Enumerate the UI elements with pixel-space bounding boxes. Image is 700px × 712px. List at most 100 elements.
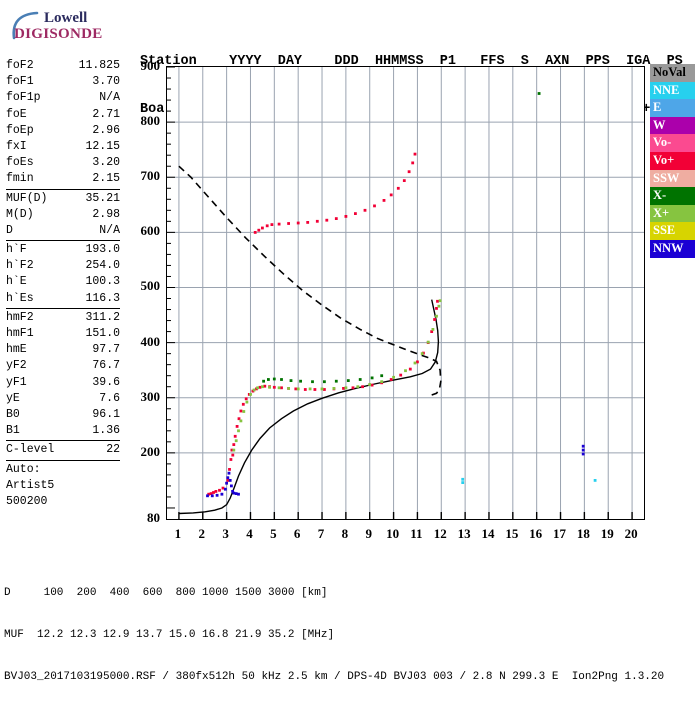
x-tick-15: 15: [505, 526, 519, 541]
x-tick-3: 3: [222, 526, 229, 541]
param-row-foEs: foEs 3.20: [4, 155, 122, 171]
series-3: [253, 152, 417, 234]
legend-item-x[interactable]: X+: [650, 204, 695, 223]
param-key: B1: [6, 424, 20, 438]
param-row-foF1: foF1 3.70: [4, 74, 122, 90]
param-row-hmE: hmE 97.7: [4, 342, 122, 358]
param-value: 1.36: [92, 424, 120, 438]
param-note-text: Artist5: [6, 478, 55, 492]
legend-item-vo[interactable]: Vo+: [650, 151, 695, 170]
series-2: [262, 374, 384, 384]
legend-item-vo[interactable]: Vo-: [650, 134, 695, 152]
y-tick-700: 700: [140, 168, 161, 184]
logo-lowell-text: Lowell: [44, 10, 88, 26]
legend-item-ssw[interactable]: SSW: [650, 169, 695, 188]
x-tick-5: 5: [270, 526, 277, 541]
ionogram-plot[interactable]: [166, 66, 645, 520]
param-value: 11.825: [78, 59, 120, 72]
x-tick-1: 1: [174, 526, 182, 541]
param-row-hmF1: hmF1 151.0: [4, 326, 122, 342]
param-row-foF1p: foF1p N/A: [4, 90, 122, 106]
param-key: foF1p: [6, 91, 41, 105]
y-tick-800: 800: [140, 113, 161, 129]
legend-item-w[interactable]: W: [650, 116, 695, 135]
param-row-yF2: yF2 76.7: [4, 358, 122, 374]
param-row-B1: B1 1.36: [4, 423, 122, 439]
legend-item-nne[interactable]: NNE: [650, 81, 695, 100]
param-row-hmF2: hmF2 311.2: [4, 310, 122, 326]
ionogram-canvas[interactable]: [167, 67, 644, 519]
param-key: foEs: [6, 156, 34, 170]
x-tick-9: 9: [365, 526, 372, 541]
x-tick-16: 16: [529, 526, 543, 541]
legend-item-noval[interactable]: NoVal: [650, 64, 695, 82]
param-divider-1: [6, 188, 120, 190]
param-row-hE: h`E 100.3: [4, 274, 122, 290]
legend-item-sse[interactable]: SSE: [650, 222, 695, 240]
param-value: 2.15: [92, 172, 120, 186]
param-value: N/A: [99, 223, 120, 237]
param-row-yE: yE 7.6: [4, 391, 122, 407]
param-note-text: Auto:: [6, 462, 41, 476]
series-7: [461, 477, 597, 484]
footer-info: D 100 200 400 600 800 1000 1500 3000 [km…: [4, 558, 664, 712]
header-labels-row: Station YYYY DAY DDD HHMMSS P1 FFS S AXN…: [140, 54, 683, 69]
series-1: [232, 299, 442, 452]
param-key: foF1: [6, 75, 34, 89]
param-row-yF1: yF1 39.6: [4, 375, 122, 391]
x-tick-6: 6: [293, 526, 301, 541]
param-key: yE: [6, 391, 20, 405]
series-6: [581, 444, 585, 456]
param-key: h`F: [6, 243, 27, 257]
x-tick-8: 8: [341, 526, 349, 541]
param-key: B0: [6, 407, 20, 421]
param-key: hmF2: [6, 310, 34, 324]
param-note-2: 500200: [4, 494, 122, 510]
y-tick-600: 600: [140, 223, 161, 239]
param-row-foE: foE 2.71: [4, 107, 122, 123]
param-key: foEp: [6, 123, 34, 137]
param-value: 97.7: [92, 343, 120, 357]
param-row-MD: M(D) 2.98: [4, 207, 122, 223]
grid-lines: [167, 67, 644, 519]
legend-item-nnw[interactable]: NNW: [650, 239, 695, 258]
footer-file-row: BVJ03_2017103195000.RSF / 380fx512h 50 k…: [4, 671, 665, 683]
x-tick-11: 11: [410, 526, 423, 541]
x-tick-7: 7: [317, 526, 325, 541]
param-note-1: Artist5: [4, 478, 122, 494]
y-tick-300: 300: [140, 388, 161, 404]
param-value: 2.98: [92, 207, 120, 221]
param-value: 3.70: [92, 75, 120, 89]
param-value: 35.21: [85, 191, 120, 205]
swoosh-arc-icon: [12, 11, 39, 40]
param-row-B0: B0 96.1: [4, 407, 122, 423]
param-row-fmin: fmin 2.15: [4, 171, 122, 187]
profile-dashed: [178, 165, 442, 396]
x-tick-10: 10: [386, 526, 400, 541]
x-tick-20: 20: [624, 526, 638, 541]
param-row-hF: h`F 193.0: [4, 242, 122, 258]
param-row-Clevel: C-level 22: [4, 442, 122, 458]
param-value: 2.71: [92, 107, 120, 121]
param-key: h`F2: [6, 259, 34, 273]
axis-ticks: [167, 67, 633, 519]
series-4: [206, 471, 240, 498]
param-note-0: Auto:: [4, 462, 122, 478]
param-key: C-level: [6, 443, 55, 457]
param-row-foEp: foEp 2.96: [4, 123, 122, 139]
legend-item-e[interactable]: E: [650, 99, 695, 117]
param-divider-3: [6, 307, 120, 309]
legend-item-x[interactable]: X-: [650, 187, 695, 205]
param-value: 7.6: [99, 391, 120, 405]
param-row-D: D N/A: [4, 223, 122, 239]
param-value: 116.3: [85, 291, 120, 305]
param-row-foF2: foF2 11.825: [4, 58, 122, 74]
footer-muf-row: MUF 12.2 12.3 12.9 13.7 15.0 16.8 21.9 3…: [4, 629, 335, 641]
y-tick-80: 80: [147, 510, 160, 525]
param-key: yF2: [6, 359, 27, 373]
footer-distance-row: D 100 200 400 600 800 1000 1500 3000 [km…: [4, 587, 328, 599]
param-row-fxI: fxI 12.15: [4, 139, 122, 155]
param-value: 22: [106, 443, 120, 457]
param-divider-2: [6, 240, 120, 242]
param-row-hEs: h`Es 116.3: [4, 291, 122, 307]
